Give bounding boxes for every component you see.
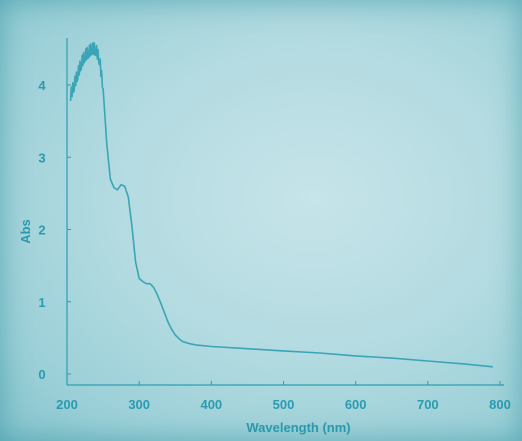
x-tick-label: 500: [273, 397, 295, 412]
y-tick-label: 0: [38, 367, 45, 382]
y-axis-label: Abs: [18, 219, 33, 244]
axes: [66, 38, 504, 386]
x-axis-ticks: 200 300 400 500 600 700 800: [56, 381, 511, 412]
x-tick-label: 800: [489, 397, 511, 412]
absorbance-spectrum-line: [69, 41, 493, 368]
y-tick-label: 1: [38, 295, 45, 310]
y-tick-label: 4: [38, 78, 46, 93]
y-tick-label: 3: [38, 150, 45, 165]
y-axis-ticks: 0 1 2 3 4: [38, 78, 71, 382]
x-tick-label: 700: [417, 397, 439, 412]
x-axis-label: Wavelength (nm): [246, 420, 350, 435]
x-tick-label: 300: [128, 397, 150, 412]
y-tick-label: 2: [38, 223, 45, 238]
x-tick-label: 200: [56, 397, 78, 412]
x-tick-label: 600: [345, 397, 367, 412]
x-tick-label: 400: [200, 397, 222, 412]
